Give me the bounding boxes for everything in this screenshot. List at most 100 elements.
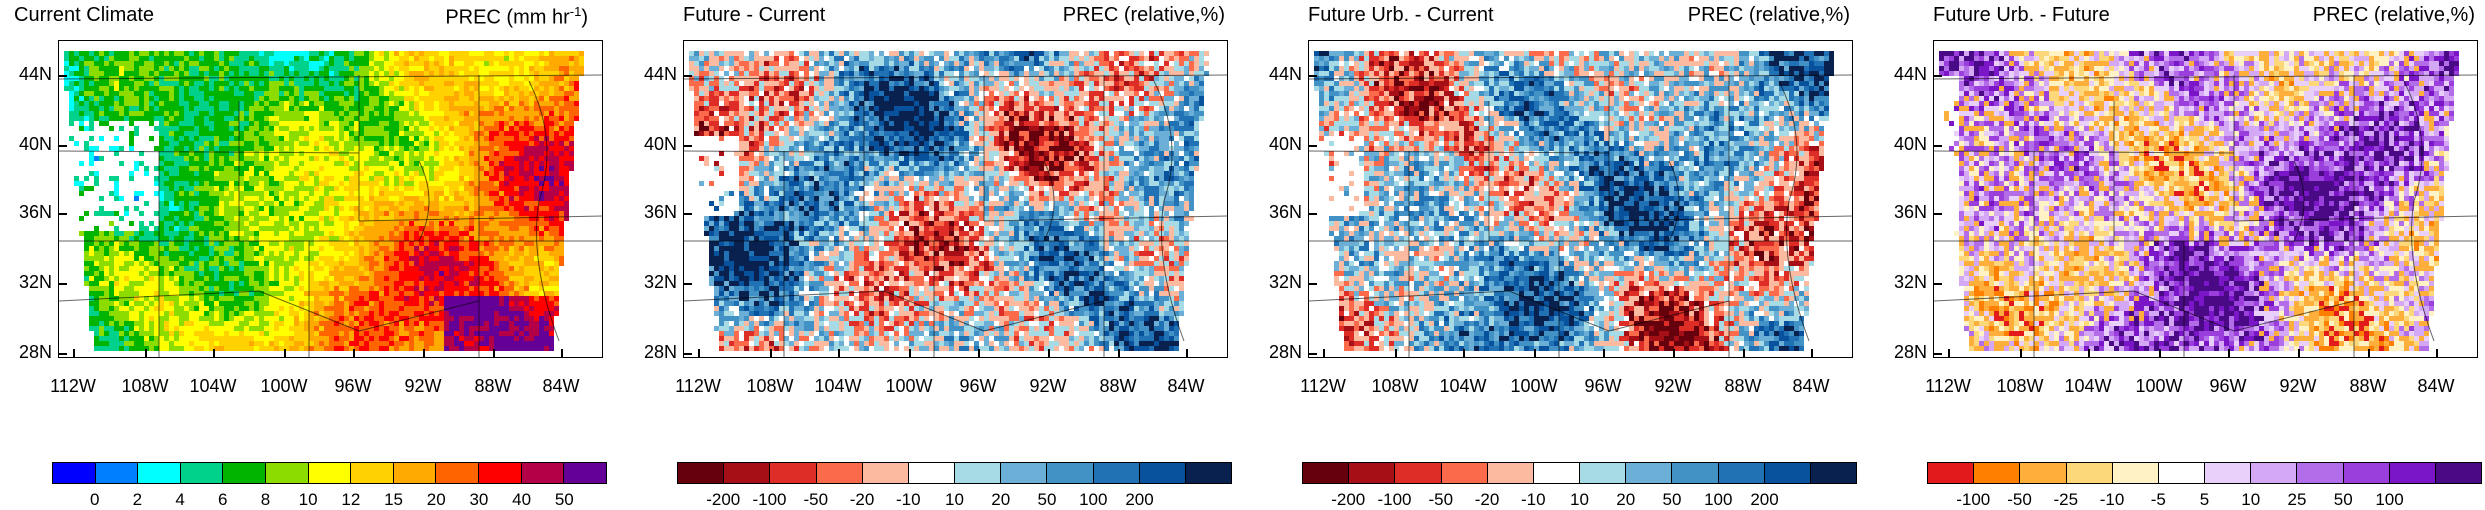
colorbar-swatch bbox=[351, 463, 394, 483]
boundary-line bbox=[59, 150, 360, 154]
colorbar-swatch bbox=[1047, 463, 1094, 483]
panel-title: Future Urb. - Current bbox=[1308, 4, 1494, 27]
longitude-label: 108W bbox=[740, 376, 800, 397]
colorbar-label: -50 bbox=[1995, 490, 2045, 510]
colorbar-swatch bbox=[2158, 463, 2206, 483]
boundary-line bbox=[1309, 150, 1610, 154]
latitude-tick bbox=[684, 145, 692, 147]
boundary-line bbox=[1309, 74, 1852, 80]
longitude-label: 96W bbox=[1573, 376, 1633, 397]
colorbar-label: 10 bbox=[2226, 490, 2276, 510]
colorbar-swatch bbox=[1974, 463, 2021, 483]
longitude-label: 92W bbox=[1018, 376, 1078, 397]
colorbar-label: 0 bbox=[70, 490, 120, 510]
longitude-label: 96W bbox=[2198, 376, 2258, 397]
longitude-label: 112W bbox=[1918, 376, 1978, 397]
colorbar-label: -50 bbox=[1416, 490, 1466, 510]
boundary-line bbox=[684, 74, 1227, 80]
colorbar-label: -200 bbox=[1323, 490, 1373, 510]
colorbar-swatch bbox=[436, 463, 480, 483]
boundary-line bbox=[2233, 215, 2477, 222]
boundary-line bbox=[2293, 160, 2305, 242]
map-panel-3: Future Urb. - Current PREC (relative,%) 44… bbox=[1250, 0, 1857, 510]
map-panel-4: Future Urb. - Future PREC (relative,%) 44N… bbox=[1875, 0, 2482, 510]
colorbar-label: -10 bbox=[883, 490, 933, 510]
colorbar-label: 10 bbox=[1555, 490, 1605, 510]
longitude-tick bbox=[978, 349, 980, 357]
longitude-tick bbox=[213, 349, 215, 357]
colorbar-swatch bbox=[2205, 463, 2252, 483]
colorbar-label: -20 bbox=[837, 490, 887, 510]
latitude-tick bbox=[1934, 353, 1942, 355]
longitude-tick bbox=[698, 349, 700, 357]
longitude-label: 108W bbox=[1365, 376, 1425, 397]
longitude-tick bbox=[909, 349, 911, 357]
colorbar-swatch bbox=[908, 463, 956, 483]
boundary-line bbox=[1934, 150, 2235, 154]
colorbar-swatch bbox=[1139, 463, 1186, 483]
colorbar-swatch bbox=[479, 463, 522, 483]
latitude-label: 32N bbox=[2, 272, 52, 293]
longitude-tick bbox=[1048, 349, 1050, 357]
longitude-tick bbox=[2368, 349, 2370, 357]
latitude-label: 40N bbox=[1877, 134, 1927, 155]
latitude-label: 28N bbox=[627, 342, 677, 363]
panel-title: Future - Current bbox=[683, 4, 825, 27]
panel-title: Current Climate bbox=[14, 4, 154, 27]
latitude-label: 44N bbox=[1877, 64, 1927, 85]
colorbar-swatch bbox=[1533, 463, 1581, 483]
colorbar-label: 50 bbox=[2318, 490, 2368, 510]
colorbar-label: 30 bbox=[454, 490, 504, 510]
colorbar-label: 10 bbox=[930, 490, 980, 510]
latitude-tick bbox=[1934, 283, 1942, 285]
colorbar bbox=[52, 462, 607, 484]
colorbar-label: 200 bbox=[1115, 490, 1165, 510]
latitude-tick bbox=[684, 353, 692, 355]
colorbar-swatch bbox=[2112, 463, 2159, 483]
longitude-tick bbox=[2436, 349, 2438, 357]
boundary-line bbox=[1608, 215, 1852, 222]
longitude-label: 88W bbox=[1713, 376, 1773, 397]
colorbar-label: -200 bbox=[698, 490, 748, 510]
colorbar-swatch bbox=[223, 463, 267, 483]
boundary-line bbox=[59, 290, 480, 332]
latitude-tick bbox=[59, 353, 67, 355]
latitude-tick bbox=[1309, 75, 1317, 77]
boundary-line bbox=[684, 150, 985, 154]
colorbar-swatch bbox=[521, 463, 565, 483]
colorbar-label: 20 bbox=[1601, 490, 1651, 510]
longitude-label: 104W bbox=[2058, 376, 2118, 397]
colorbar-swatch bbox=[2343, 463, 2390, 483]
longitude-tick bbox=[2298, 349, 2300, 357]
colorbar-label: 12 bbox=[326, 490, 376, 510]
boundary-line bbox=[1778, 80, 1810, 342]
colorbar-swatch bbox=[816, 463, 863, 483]
longitude-tick bbox=[1463, 349, 1465, 357]
longitude-label: 88W bbox=[2338, 376, 2398, 397]
latitude-label: 36N bbox=[1252, 202, 1302, 223]
colorbar-swatch bbox=[1764, 463, 1811, 483]
longitude-label: 112W bbox=[43, 376, 103, 397]
colorbar-swatch bbox=[1810, 463, 1857, 483]
colorbar-swatch bbox=[1928, 463, 1975, 483]
colorbar-swatch bbox=[862, 463, 909, 483]
longitude-tick bbox=[1948, 349, 1950, 357]
longitude-label: 84W bbox=[1156, 376, 1216, 397]
longitude-tick bbox=[838, 349, 840, 357]
colorbar-swatch bbox=[1303, 463, 1350, 483]
colorbar-swatch bbox=[678, 463, 725, 483]
colorbar-swatch bbox=[1349, 463, 1396, 483]
longitude-label: 92W bbox=[2268, 376, 2328, 397]
colorbar-swatch bbox=[95, 463, 139, 483]
colorbar bbox=[677, 462, 1232, 484]
precip-field bbox=[1934, 51, 2477, 357]
latitude-tick bbox=[1309, 213, 1317, 215]
colorbar-label: -25 bbox=[2041, 490, 2091, 510]
latitude-tick bbox=[1934, 75, 1942, 77]
latitude-tick bbox=[1309, 145, 1317, 147]
longitude-tick bbox=[2088, 349, 2090, 357]
longitude-tick bbox=[1186, 349, 1188, 357]
precip-field bbox=[1309, 51, 1852, 357]
boundary-line bbox=[1309, 290, 1730, 332]
latitude-tick bbox=[684, 213, 692, 215]
